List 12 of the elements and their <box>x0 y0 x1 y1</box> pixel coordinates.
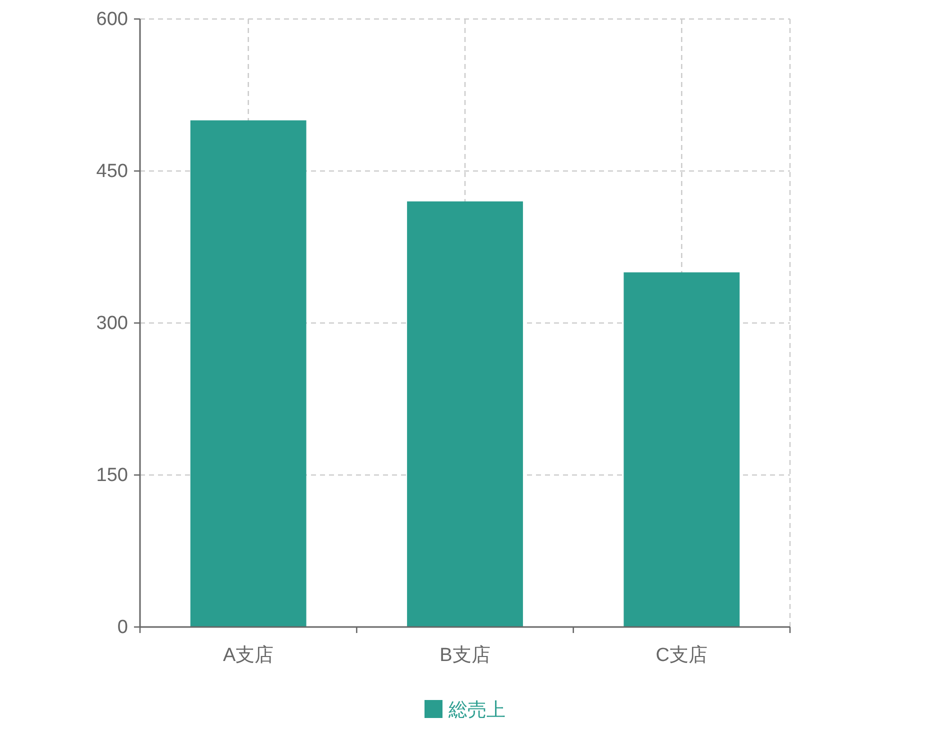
y-tick-label: 150 <box>96 465 128 486</box>
y-tick-label: 450 <box>96 161 128 182</box>
bar <box>624 272 740 627</box>
x-tick-label: C支店 <box>656 644 708 666</box>
y-tick-label: 300 <box>96 313 128 334</box>
legend-label: 総売上 <box>448 700 506 721</box>
bar <box>407 201 523 627</box>
y-tick-label: 600 <box>96 9 128 30</box>
y-tick-label: 0 <box>117 617 128 638</box>
x-tick-label: B支店 <box>440 644 490 666</box>
bar <box>190 120 306 627</box>
x-tick-label: A支店 <box>222 644 274 666</box>
